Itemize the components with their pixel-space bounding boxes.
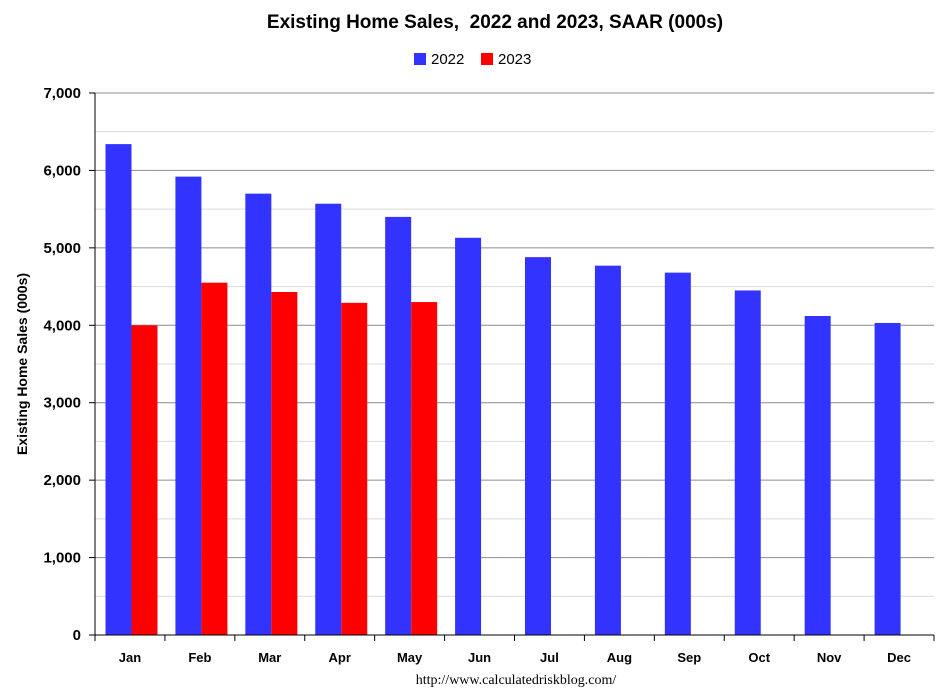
bar-2022-dec bbox=[874, 322, 901, 635]
bar-2022-feb bbox=[175, 176, 202, 635]
x-tick-label: May bbox=[397, 650, 423, 665]
y-tick-label: 6,000 bbox=[43, 162, 81, 179]
plot-area: 0 1,000 2,000 3,000 4,000 5,000 6,000 7,000 Jan F… bbox=[43, 85, 935, 665]
bar-2022-sep bbox=[664, 272, 691, 635]
legend-label-2022: 2022 bbox=[431, 51, 464, 68]
y-tick-label: 7,000 bbox=[43, 85, 81, 102]
y-axis-label: Existing Home Sales (000s) bbox=[14, 273, 30, 455]
bar-2022-aug bbox=[594, 265, 621, 635]
y-tick-label: 1,000 bbox=[43, 550, 81, 567]
bar-2022-mar bbox=[245, 193, 272, 635]
bar-2022-nov bbox=[804, 315, 831, 635]
bar-2022-jan bbox=[105, 144, 132, 636]
chart-title: Existing Home Sales, 2022 and 2023, SAAR… bbox=[267, 12, 723, 33]
bar-2023-apr bbox=[341, 302, 368, 635]
x-tick-label: Jan bbox=[119, 650, 141, 665]
x-tick-label: Sep bbox=[677, 650, 701, 665]
bar-2022-oct bbox=[734, 290, 761, 635]
source-note: http://www.calculatedriskblog.com/ bbox=[416, 673, 617, 688]
bar-2022-jun bbox=[455, 237, 482, 635]
bar-2023-feb bbox=[201, 282, 228, 635]
legend-swatch-2023 bbox=[481, 53, 493, 65]
y-tick-label: 0 bbox=[73, 627, 81, 644]
bar-2022-jul bbox=[525, 257, 551, 635]
x-tick-label: Feb bbox=[188, 650, 211, 665]
y-tick-label: 4,000 bbox=[43, 317, 81, 334]
legend-swatch-2022 bbox=[414, 53, 426, 65]
x-tick-label: Apr bbox=[329, 650, 351, 665]
y-tick-label: 3,000 bbox=[43, 395, 81, 412]
x-tick-label: Jun bbox=[468, 650, 491, 665]
bar-2022-may bbox=[385, 216, 412, 635]
bar-2023-jan bbox=[131, 325, 158, 635]
legend-label-2023: 2023 bbox=[498, 51, 531, 68]
bar-2023-mar bbox=[271, 291, 298, 635]
bar-2022-apr bbox=[315, 203, 342, 636]
bar-2023-may bbox=[411, 302, 438, 635]
x-tick-label: Mar bbox=[258, 650, 281, 665]
y-tick-label: 5,000 bbox=[43, 240, 81, 257]
x-tick-label: Aug bbox=[607, 650, 632, 665]
y-tick-label: 2,000 bbox=[43, 472, 81, 489]
x-tick-label: Nov bbox=[817, 650, 842, 665]
x-tick-label: Jul bbox=[540, 650, 559, 665]
x-tick-label: Oct bbox=[748, 650, 770, 665]
x-tick-label: Dec bbox=[887, 650, 911, 665]
legend: 2022 2023 bbox=[414, 51, 531, 68]
